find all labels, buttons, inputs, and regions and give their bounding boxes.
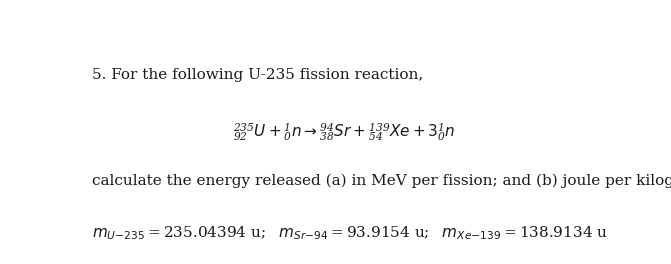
Text: 5. For the following U-235 fission reaction,: 5. For the following U-235 fission react… <box>92 68 423 82</box>
Text: calculate the energy released (a) in MeV per fission; and (b) joule per kilogram: calculate the energy released (a) in MeV… <box>92 174 671 188</box>
Text: $\mathit{m}_{U\mathregular{-}235}$$\mathregular{ = 235.04394\ u;\ \ }$$\mathit{m: $\mathit{m}_{U\mathregular{-}235}$$\math… <box>92 225 608 243</box>
Text: $\mathregular{^{235}_{92}}U + \mathregular{^{1}_{0}}n \rightarrow \mathregular{^: $\mathregular{^{235}_{92}}U + \mathregul… <box>233 121 455 143</box>
